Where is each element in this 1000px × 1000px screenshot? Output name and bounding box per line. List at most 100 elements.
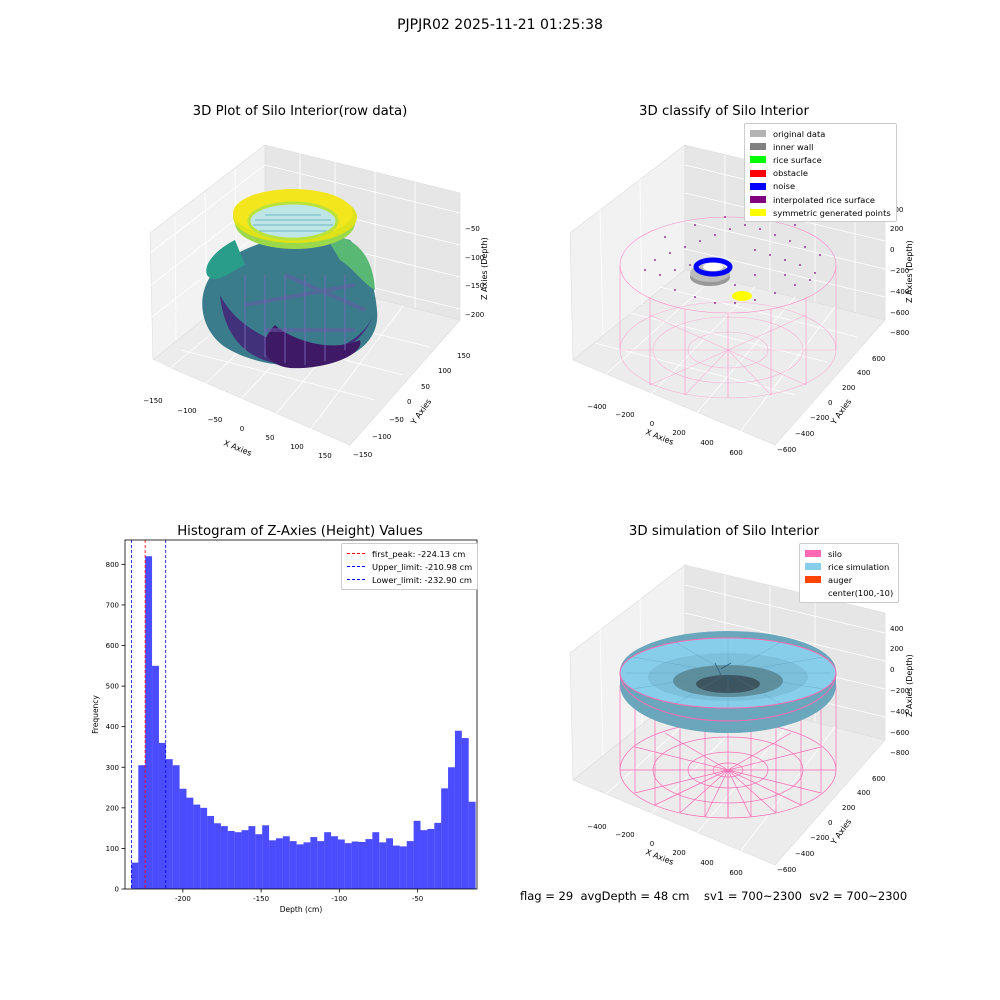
histogram-bar	[331, 836, 338, 889]
histogram-bar	[227, 830, 235, 889]
y-tick-label: −50	[389, 416, 404, 424]
panel2-interpolated-surface	[644, 216, 821, 304]
histogram-bar	[145, 556, 153, 889]
legend-item: inner wall	[750, 140, 891, 153]
histogram-bar	[344, 843, 352, 889]
legend-swatch	[750, 182, 766, 190]
x-tick-label: 600	[729, 449, 742, 457]
panel1-xlabel: X Axies	[222, 439, 253, 458]
x-tick-label: −200	[615, 411, 634, 419]
histogram-bar	[420, 830, 428, 889]
panel1-3d-plot: −150 −100 −50 0 50 100 150 150 100 50 0 …	[143, 144, 489, 460]
x-tick-label: −400	[587, 823, 606, 831]
y-tick-label: 600	[106, 642, 119, 650]
histogram-bar	[317, 841, 325, 889]
x-tick-label: 200	[672, 849, 685, 857]
legend-item: noise	[750, 180, 891, 193]
panel4-xlabel: X Axies	[644, 848, 675, 867]
y-tick-label: −400	[795, 850, 814, 858]
legend-item: auger	[805, 573, 893, 586]
histogram-bar	[358, 841, 366, 889]
histogram-bar	[241, 830, 249, 889]
legend-line	[347, 553, 365, 555]
panel2-legend: original data inner wall rice surface ob…	[744, 123, 897, 223]
legend-item: obstacle	[750, 167, 891, 180]
x-tick-label: 0	[240, 425, 244, 433]
x-tick-label: 400	[700, 859, 713, 867]
histogram-bar	[131, 862, 139, 889]
x-tick-label: 150	[318, 452, 331, 460]
x-tick-label: 400	[700, 439, 713, 447]
y-tick-label: 400	[106, 723, 119, 731]
panel4-rice-surface	[619, 631, 837, 733]
histogram-bar	[337, 839, 345, 889]
histogram-bar	[372, 832, 380, 889]
y-tick-label: 150	[457, 352, 470, 360]
x-tick-label: 200	[672, 429, 685, 437]
y-tick-label: 300	[106, 764, 119, 772]
y-tick-label: 800	[106, 561, 119, 569]
histogram-bar	[262, 825, 270, 889]
y-axis-label: Frequency	[91, 695, 100, 734]
legend-swatch	[750, 196, 766, 204]
x-tick-label: 100	[290, 443, 303, 451]
x-tick-label: −200	[615, 831, 634, 839]
x-tick-label: −150	[143, 397, 162, 405]
y-tick-label: 100	[106, 845, 119, 853]
figure-title: PJPJR02 2025-11-21 01:25:38	[397, 17, 603, 33]
x-tick-label: -150	[253, 895, 269, 903]
y-tick-label: −600	[777, 866, 796, 874]
z-tick-label: −400	[890, 708, 909, 716]
histogram-bar	[461, 738, 469, 889]
panel4-3d-plot: −400 −200 0 200 400 600 600 400 200 0 −2…	[569, 564, 914, 877]
y-tick-label: −200	[810, 834, 829, 842]
histogram-bar	[386, 838, 393, 889]
legend-swatch	[805, 576, 821, 584]
panel1-rice-point-cloud	[202, 189, 378, 369]
histogram-title: Histogram of Z-Axies (Height) Values	[177, 524, 423, 539]
z-tick-label: −800	[890, 329, 909, 337]
x-tick-label: 50	[266, 434, 275, 442]
x-tick-label: -100	[331, 895, 347, 903]
panel1-tick-labels: −150 −100 −50 0 50 100 150 150 100 50 0 …	[143, 225, 484, 460]
legend-swatch	[805, 550, 821, 558]
z-tick-label: 0	[890, 666, 894, 674]
histogram-bar	[379, 842, 387, 889]
histogram-bar	[434, 822, 442, 889]
z-tick-label: 200	[890, 225, 903, 233]
y-tick-label: −200	[810, 414, 829, 422]
z-tick-label: 200	[890, 645, 903, 653]
y-tick-label: 200	[842, 804, 855, 812]
histogram-bar	[220, 826, 228, 889]
histogram-bar	[406, 841, 414, 889]
legend-item: silo	[805, 547, 893, 560]
panel4-zlabel: Z Axies (Depth)	[905, 654, 914, 717]
histogram-bar	[200, 807, 208, 889]
panel4-legend: silo rice simulation auger center(100,-1…	[799, 543, 900, 603]
panel4-title: 3D simulation of Silo Interior	[628, 524, 820, 539]
histogram-bar	[214, 823, 221, 889]
panel1-zlabel: Z Axies (Depth)	[480, 237, 489, 300]
legend-swatch	[750, 209, 766, 217]
histogram-bar	[454, 730, 462, 889]
y-tick-label: 0	[828, 819, 832, 827]
panel2-xlabel: X Axies	[644, 428, 675, 447]
histogram-plot-area: -200 -150 -100 -50 0 100 200 300 400 500 600 700 800…	[91, 539, 478, 914]
x-tick-label: −100	[177, 407, 196, 415]
panel2-tick-labels: −400 −200 0 200 400 600 600 400 200 0 −2…	[587, 206, 909, 457]
y-tick-label: 500	[106, 683, 119, 691]
legend-swatch	[750, 143, 766, 151]
x-tick-label: 0	[650, 420, 654, 428]
z-tick-label: 400	[890, 625, 903, 633]
y-tick-label: 0	[407, 398, 411, 406]
x-tick-label: 600	[729, 869, 742, 877]
legend-swatch	[805, 590, 821, 597]
z-tick-label: 0	[890, 246, 894, 254]
histogram-bar	[193, 804, 201, 889]
z-tick-label: −400	[890, 288, 909, 296]
status-readout: flag = 29 avgDepth = 48 cm sv1 = 700~230…	[520, 889, 908, 903]
legend-line	[347, 566, 365, 568]
y-tick-label: 0	[828, 399, 832, 407]
histogram-bar	[234, 832, 242, 889]
histogram-bar	[275, 838, 283, 889]
